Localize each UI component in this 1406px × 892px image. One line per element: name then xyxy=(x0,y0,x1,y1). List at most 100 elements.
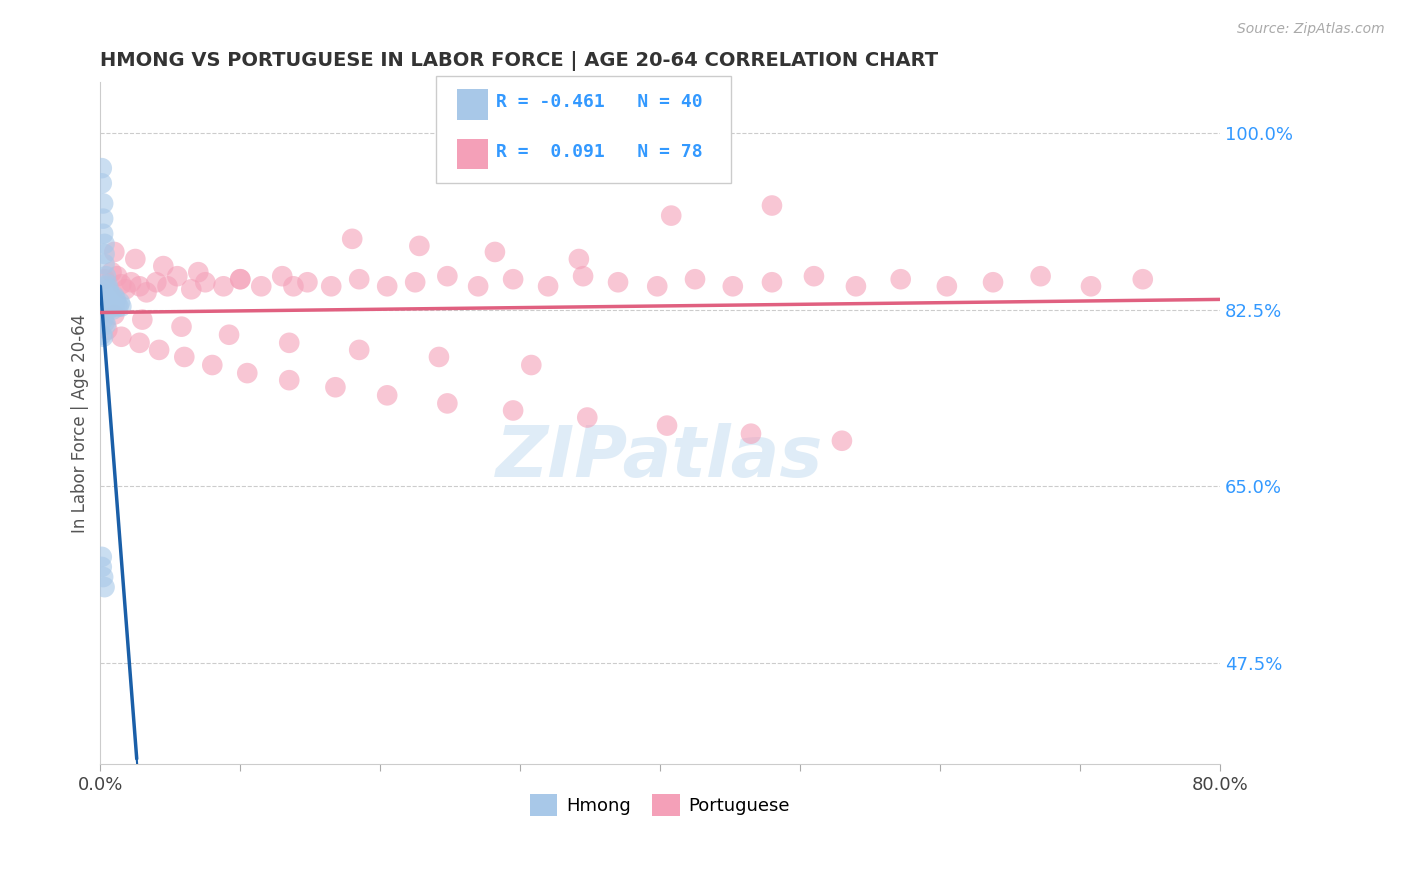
Point xyxy=(607,275,630,289)
Point xyxy=(250,279,273,293)
Point xyxy=(576,410,599,425)
Point xyxy=(93,236,115,251)
Point xyxy=(194,275,217,289)
Point xyxy=(93,580,115,594)
Text: HMONG VS PORTUGUESE IN LABOR FORCE | AGE 20-64 CORRELATION CHART: HMONG VS PORTUGUESE IN LABOR FORCE | AGE… xyxy=(100,51,938,70)
Point xyxy=(484,244,506,259)
Point xyxy=(93,316,115,330)
Point xyxy=(100,265,122,279)
Point xyxy=(93,247,115,261)
Point xyxy=(187,265,209,279)
Point xyxy=(91,196,114,211)
Point xyxy=(90,549,112,564)
Point xyxy=(803,269,825,284)
Point xyxy=(537,279,560,293)
Point xyxy=(761,275,783,289)
Point xyxy=(110,277,132,292)
Point xyxy=(761,198,783,212)
Point xyxy=(100,289,122,303)
Legend: Hmong, Portuguese: Hmong, Portuguese xyxy=(523,787,797,823)
Point xyxy=(101,293,124,307)
Point xyxy=(831,434,853,448)
Point xyxy=(90,161,112,176)
Text: R =  0.091   N = 78: R = 0.091 N = 78 xyxy=(496,143,703,161)
Point xyxy=(148,343,170,357)
Point xyxy=(97,282,120,296)
Point xyxy=(96,277,118,292)
Point xyxy=(124,252,146,266)
Point xyxy=(94,269,117,284)
Point xyxy=(101,302,124,317)
Point xyxy=(436,396,458,410)
Point xyxy=(890,272,912,286)
Point xyxy=(90,177,112,191)
Point xyxy=(278,373,301,387)
Text: Source: ZipAtlas.com: Source: ZipAtlas.com xyxy=(1237,22,1385,37)
Point xyxy=(845,279,868,293)
Point xyxy=(321,279,343,293)
Point xyxy=(91,312,114,326)
Point xyxy=(94,289,117,303)
Point xyxy=(173,350,195,364)
Point xyxy=(229,272,252,286)
Point xyxy=(156,279,179,293)
Point xyxy=(94,318,117,332)
Point xyxy=(645,279,668,293)
Point xyxy=(721,279,744,293)
Point xyxy=(103,244,125,259)
Point xyxy=(218,327,240,342)
Point xyxy=(278,335,301,350)
Point xyxy=(96,297,118,311)
Point xyxy=(427,350,450,364)
Point xyxy=(436,269,458,284)
Point xyxy=(981,275,1004,289)
Point xyxy=(1080,279,1102,293)
Point xyxy=(96,287,118,301)
Point xyxy=(97,302,120,317)
Point xyxy=(94,279,117,293)
Text: R = -0.461   N = 40: R = -0.461 N = 40 xyxy=(496,93,703,111)
Point xyxy=(740,426,762,441)
Point xyxy=(145,275,167,289)
Point xyxy=(103,289,125,303)
Point xyxy=(114,282,136,296)
Point xyxy=(98,297,121,311)
Point xyxy=(572,269,595,284)
Point xyxy=(935,279,957,293)
Point xyxy=(91,570,114,584)
Point xyxy=(375,388,398,402)
Point xyxy=(103,308,125,322)
Y-axis label: In Labor Force | Age 20-64: In Labor Force | Age 20-64 xyxy=(72,313,89,533)
Point xyxy=(375,279,398,293)
Point xyxy=(110,330,132,344)
Point xyxy=(103,300,125,314)
Text: ZIPatlas: ZIPatlas xyxy=(496,423,824,491)
Point xyxy=(170,319,193,334)
Point xyxy=(90,560,112,574)
Point xyxy=(108,295,131,310)
Point xyxy=(105,297,128,311)
Point xyxy=(1029,269,1052,284)
Point xyxy=(212,279,235,293)
Point xyxy=(229,272,252,286)
Point xyxy=(347,272,370,286)
Point xyxy=(502,403,524,417)
Point xyxy=(91,227,114,241)
Point xyxy=(98,287,121,301)
Point xyxy=(659,209,682,223)
Point xyxy=(271,269,294,284)
Point xyxy=(166,269,188,284)
Point xyxy=(655,418,678,433)
Point xyxy=(91,211,114,226)
Point xyxy=(347,343,370,357)
Point xyxy=(107,300,129,314)
Point xyxy=(325,380,347,394)
Point xyxy=(683,272,706,286)
Point xyxy=(105,269,128,284)
Point xyxy=(90,308,112,322)
Point xyxy=(96,323,118,337)
Point xyxy=(283,279,305,293)
Point xyxy=(100,300,122,314)
Point xyxy=(467,279,489,293)
Point xyxy=(520,358,543,372)
